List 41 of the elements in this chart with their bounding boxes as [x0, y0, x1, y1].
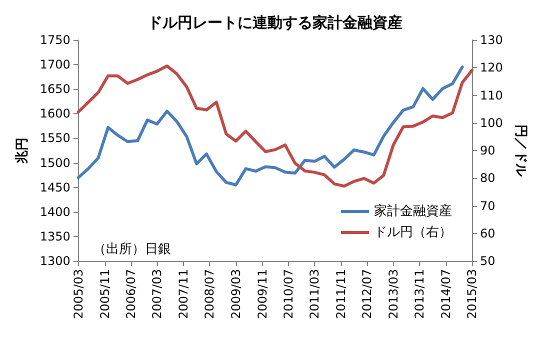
- y-tick-label: 1650: [40, 82, 70, 96]
- x-tick-label: 2008/07: [202, 269, 217, 319]
- x-tick-label: 2007/11: [176, 269, 191, 319]
- y2-tick-label: 80: [480, 171, 496, 186]
- y-tick-label: 1450: [40, 180, 70, 194]
- y-tick-label: 1500: [40, 156, 70, 170]
- y-tick-label: 1300: [40, 254, 70, 268]
- y2-tick-label: 130: [480, 33, 503, 47]
- x-tick-label: 2012/07: [360, 269, 374, 319]
- x-tick-label: 2011/03: [308, 269, 322, 319]
- x-tick-label: 2014/07: [438, 269, 453, 319]
- x-tick-label: 2009/11: [255, 269, 270, 319]
- annotation: （出所）日銀: [93, 242, 171, 257]
- y2-tick-label: 90: [480, 144, 496, 158]
- y-tick-label: 1550: [40, 131, 70, 146]
- x-tick-label: 2006/07: [124, 269, 138, 319]
- x-tick-label: 2010/07: [281, 269, 296, 319]
- y-axis-title: 兆円: [15, 138, 30, 164]
- x-tick-label: 2013/11: [412, 269, 427, 319]
- y2-tick-label: 120: [480, 60, 503, 75]
- legend-label: ドル円（右）: [374, 225, 452, 240]
- x-tick-label: 2005/11: [98, 269, 112, 319]
- x-tick-label: 2009/03: [228, 269, 243, 319]
- chart-title: ドル円レートに連動する家計金融資産: [148, 14, 402, 32]
- x-tick-label: 2007/03: [150, 269, 164, 319]
- y2-tick-label: 50: [480, 254, 496, 268]
- x-tick-label: 2013/03: [386, 269, 400, 319]
- legend-label: 家計金融資産: [374, 203, 452, 219]
- x-tick-label: 2011/11: [334, 269, 348, 319]
- y-tick-label: 1750: [40, 33, 70, 47]
- y-tick-label: 1600: [40, 106, 70, 121]
- y2-tick-label: 110: [480, 88, 503, 102]
- y2-tick-label: 70: [480, 198, 496, 213]
- y-tick-label: 1350: [40, 229, 70, 244]
- x-tick-label: 2015/03: [465, 269, 479, 319]
- y-tick-label: 1400: [40, 204, 70, 219]
- y2-tick-label: 100: [480, 116, 503, 130]
- x-tick-label: 2005/03: [71, 269, 86, 319]
- y2-tick-label: 60: [480, 226, 496, 240]
- y2-axis-title: 円／ドル: [512, 124, 528, 178]
- y-tick-label: 1700: [40, 58, 70, 72]
